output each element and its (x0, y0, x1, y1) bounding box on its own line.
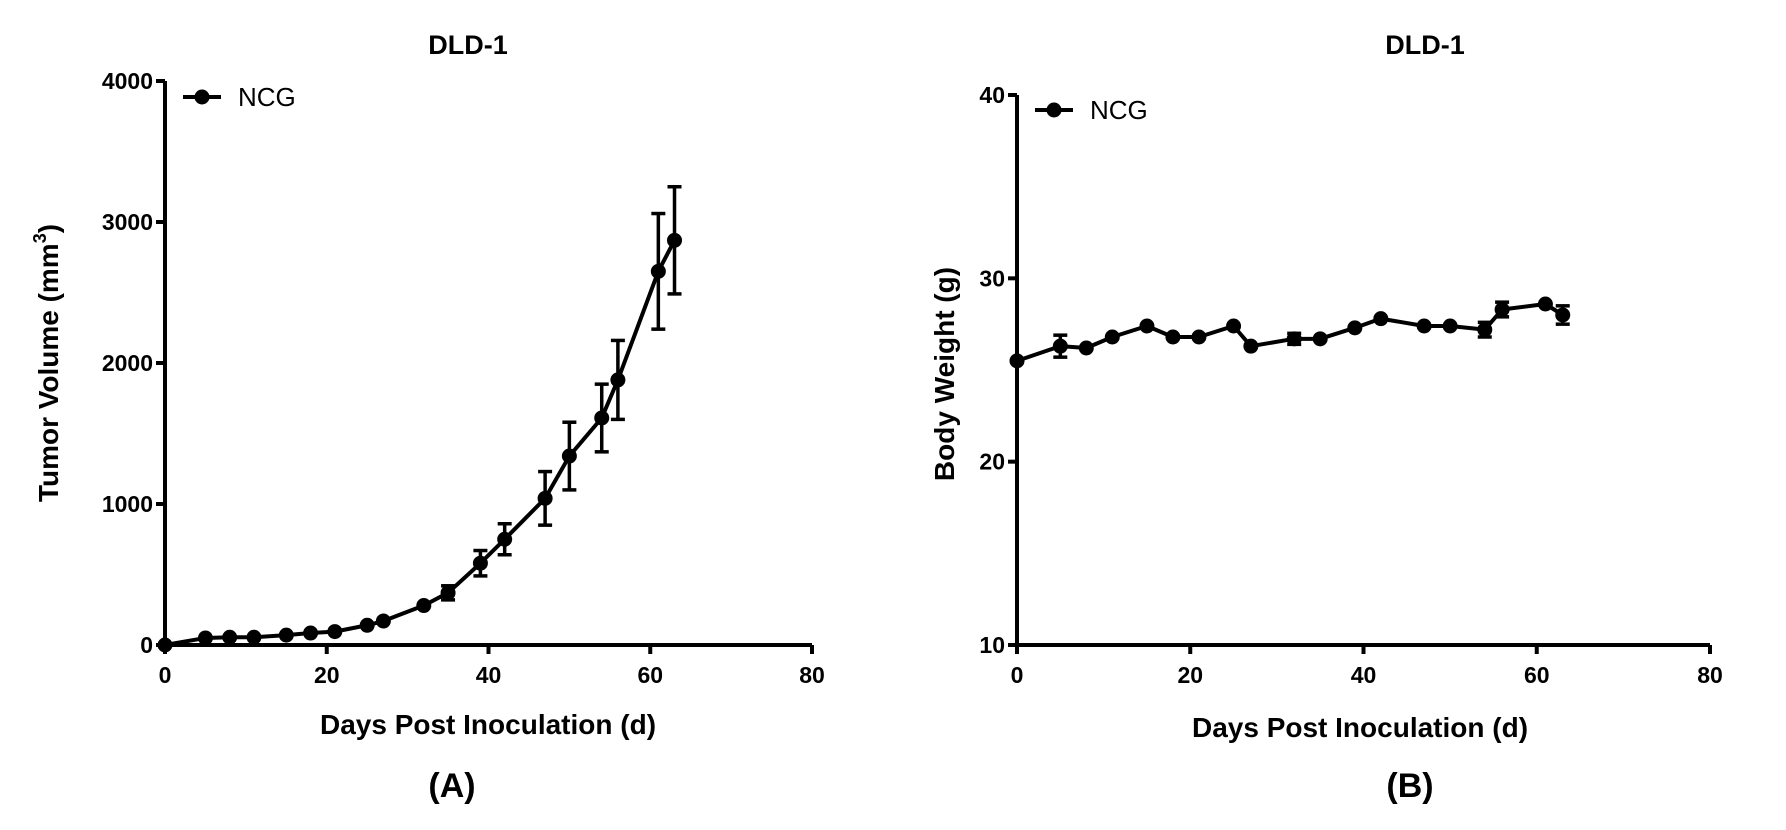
data-point (1347, 320, 1363, 336)
data-point (1373, 311, 1389, 327)
data-point (472, 555, 488, 571)
data-point (1286, 331, 1302, 347)
legend-marker (194, 89, 210, 105)
panel-a-tumor-volume-chart: DLD-1 Days Post Inoculation (d) Tumor Vo… (30, 30, 825, 805)
legend: NCG (1035, 95, 1148, 125)
data-point (650, 263, 666, 279)
chart-title: DLD-1 (1385, 30, 1465, 60)
data-point (537, 490, 553, 506)
data-point (1009, 353, 1025, 369)
legend-label: NCG (1090, 95, 1148, 125)
data-point (1165, 329, 1181, 345)
data-point (1078, 340, 1094, 356)
data-point (1104, 329, 1120, 345)
data-point (594, 410, 610, 426)
legend: NCG (183, 82, 296, 112)
data-point (1139, 318, 1155, 334)
legend-marker (1046, 102, 1062, 118)
x-tick-label: 80 (799, 662, 825, 688)
x-tick-label: 80 (1697, 662, 1723, 688)
x-tick-label: 0 (1011, 662, 1024, 688)
x-tick-label: 40 (476, 662, 502, 688)
panel-caption: (A) (428, 767, 475, 805)
data-point (303, 625, 319, 641)
data-point (359, 617, 375, 633)
data-point (375, 613, 391, 629)
y-tick-label: 10 (979, 632, 1005, 658)
data-point (1537, 296, 1553, 312)
data-point (497, 531, 513, 547)
data-point (222, 629, 238, 645)
x-tick-label: 0 (159, 662, 172, 688)
y-tick-label: 0 (140, 632, 153, 658)
y-tick-label: 3000 (102, 209, 153, 235)
x-tick-label: 60 (637, 662, 663, 688)
panel-b-body-weight-chart: DLD-1 Days Post Inoculation (d) Body Wei… (929, 30, 1723, 805)
y-axis-label: Body Weight (g) (929, 267, 960, 481)
chart-title: DLD-1 (428, 30, 508, 60)
x-tick-label: 60 (1524, 662, 1550, 688)
y-tick-label: 1000 (102, 491, 153, 517)
data-point (1555, 307, 1571, 323)
y-tick-label: 30 (979, 265, 1005, 291)
data-point (1191, 329, 1207, 345)
data-point (610, 372, 626, 388)
y-axis-label-end: ) (33, 224, 64, 233)
data-point (440, 585, 456, 601)
data-point (1243, 338, 1259, 354)
data-point (157, 637, 173, 653)
y-axis-label-text: Tumor Volume (mm (33, 243, 64, 502)
data-point (327, 624, 343, 640)
x-axis-label: Days Post Inoculation (d) (1192, 712, 1528, 743)
x-axis-label: Days Post Inoculation (d) (320, 709, 656, 740)
panel-caption: (B) (1386, 767, 1433, 805)
y-axis-label: Tumor Volume (mm3) (30, 224, 64, 502)
data-point (1226, 318, 1242, 334)
data-point (1312, 331, 1328, 347)
data-point (197, 630, 213, 646)
y-tick-label: 20 (979, 449, 1005, 475)
data-point (278, 627, 294, 643)
y-tick-label: 4000 (102, 68, 153, 94)
y-tick-label: 2000 (102, 350, 153, 376)
data-point (246, 629, 262, 645)
data-point (1494, 302, 1510, 317)
data-point (1416, 318, 1432, 334)
y-axis-label-superscript: 3 (30, 233, 50, 243)
data-point (1442, 318, 1458, 334)
x-tick-label: 20 (314, 662, 340, 688)
x-tick-label: 40 (1351, 662, 1377, 688)
data-point (1477, 322, 1493, 338)
data-point (416, 598, 432, 614)
data-point (561, 448, 577, 464)
x-tick-label: 20 (1177, 662, 1203, 688)
series-line-ncg (164, 239, 677, 647)
y-tick-label: 40 (979, 82, 1005, 108)
legend-label: NCG (238, 82, 296, 112)
data-point (667, 232, 683, 248)
data-point (1052, 338, 1068, 354)
